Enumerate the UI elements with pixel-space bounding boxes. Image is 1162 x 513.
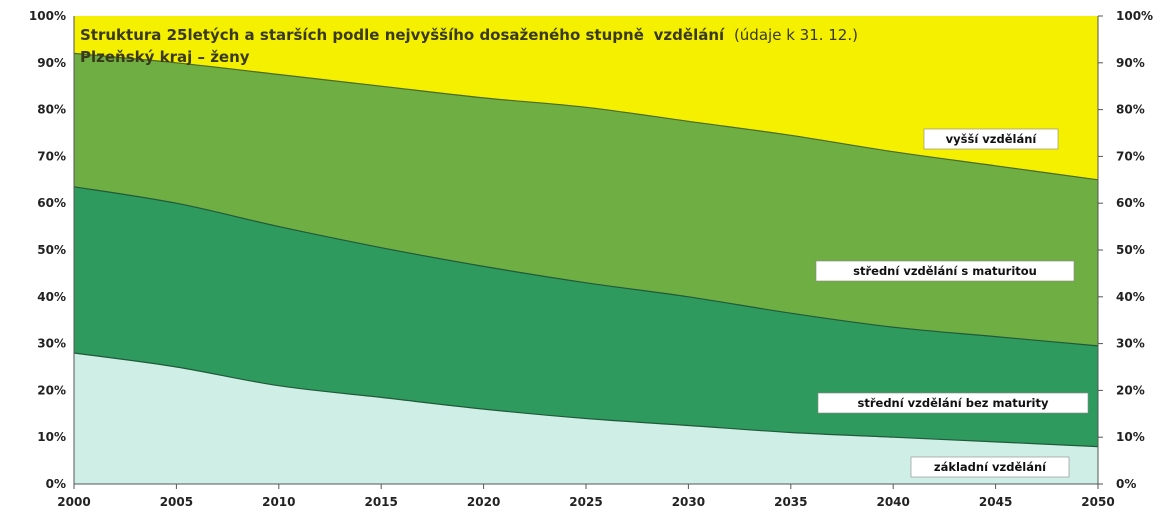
x-tick-2020: 2020	[467, 495, 500, 509]
y-tick-right-40: 40%	[1116, 290, 1145, 304]
x-tick-2030: 2030	[672, 495, 705, 509]
label-s-maturitou-text: střední vzdělání s maturitou	[853, 264, 1037, 278]
y-tick-right-90: 90%	[1116, 56, 1145, 70]
title-part-2: vzdělání	[654, 26, 725, 44]
title-part-3: (údaje k 31. 12.)	[734, 26, 858, 44]
y-tick-left-80: 80%	[37, 103, 66, 117]
y-tick-left-60: 60%	[37, 196, 66, 210]
y-tick-left-30: 30%	[37, 337, 66, 351]
y-tick-labels-left: 0% 10% 20% 30% 40% 50% 60% 70% 80% 90% 100%	[29, 9, 66, 491]
y-tick-right-80: 80%	[1116, 103, 1145, 117]
y-tick-left-50: 50%	[37, 243, 66, 257]
x-tick-2025: 2025	[569, 495, 602, 509]
x-tick-2005: 2005	[160, 495, 193, 509]
chart-title: Struktura 25letých a starších podle nejv…	[80, 26, 858, 44]
label-vyssi-vzdelani: vyšší vzdělání	[923, 128, 1059, 150]
label-bez-maturity-text: střední vzdělání bez maturity	[858, 396, 1050, 410]
y-tick-right-10: 10%	[1116, 430, 1145, 444]
y-tick-left-70: 70%	[37, 149, 66, 163]
area-vyssi-vzdelani	[74, 16, 1098, 180]
label-zakladni: základní vzdělání	[910, 456, 1070, 478]
x-tick-labels: 2000 2005 2010 2015 2020 2025 2030 2035 2040 2045…	[57, 484, 1115, 509]
y-tick-left-100: 100%	[29, 9, 66, 23]
label-s-maturitou: střední vzdělání s maturitou	[815, 260, 1075, 282]
x-tick-2035: 2035	[774, 495, 807, 509]
y-tick-left-20: 20%	[37, 383, 66, 397]
label-bez-maturity: střední vzdělání bez maturity	[817, 392, 1089, 414]
y-tick-left-90: 90%	[37, 56, 66, 70]
chart-subtitle: Plzeňský kraj – ženy	[80, 48, 250, 66]
x-tick-2000: 2000	[57, 495, 90, 509]
label-vyssi-text: vyšší vzdělání	[946, 132, 1038, 146]
boundary-line-s-maturitou	[73, 52, 1099, 181]
y-tick-right-50: 50%	[1116, 243, 1145, 257]
y-tick-left-10: 10%	[37, 430, 66, 444]
y-tick-right-60: 60%	[1116, 196, 1145, 210]
x-tick-2010: 2010	[262, 495, 295, 509]
y-tick-right-100: 100%	[1116, 9, 1153, 23]
y-tick-labels-right: 0% 10% 20% 30% 40% 50% 60% 70% 80% 90% 100%	[1098, 9, 1153, 491]
area-stredni-bez-maturity	[74, 186, 1098, 447]
title-part-1: Struktura 25letých a starších podle nejv…	[80, 26, 644, 44]
area-layers	[73, 16, 1099, 484]
boundary-line-zakladni	[73, 352, 1099, 448]
x-tick-2015: 2015	[364, 495, 397, 509]
y-tick-left-0: 0%	[46, 477, 66, 491]
x-tick-2045: 2045	[979, 495, 1012, 509]
label-zakladni-text: základní vzdělání	[934, 460, 1047, 474]
x-tick-2040: 2040	[876, 495, 909, 509]
y-tick-right-20: 20%	[1116, 383, 1145, 397]
y-tick-left-40: 40%	[37, 290, 66, 304]
y-tick-right-30: 30%	[1116, 337, 1145, 351]
x-tick-2050: 2050	[1081, 495, 1114, 509]
y-tick-right-0: 0%	[1116, 477, 1136, 491]
y-tick-right-70: 70%	[1116, 149, 1145, 163]
boundary-line-bez-maturity	[73, 186, 1099, 347]
